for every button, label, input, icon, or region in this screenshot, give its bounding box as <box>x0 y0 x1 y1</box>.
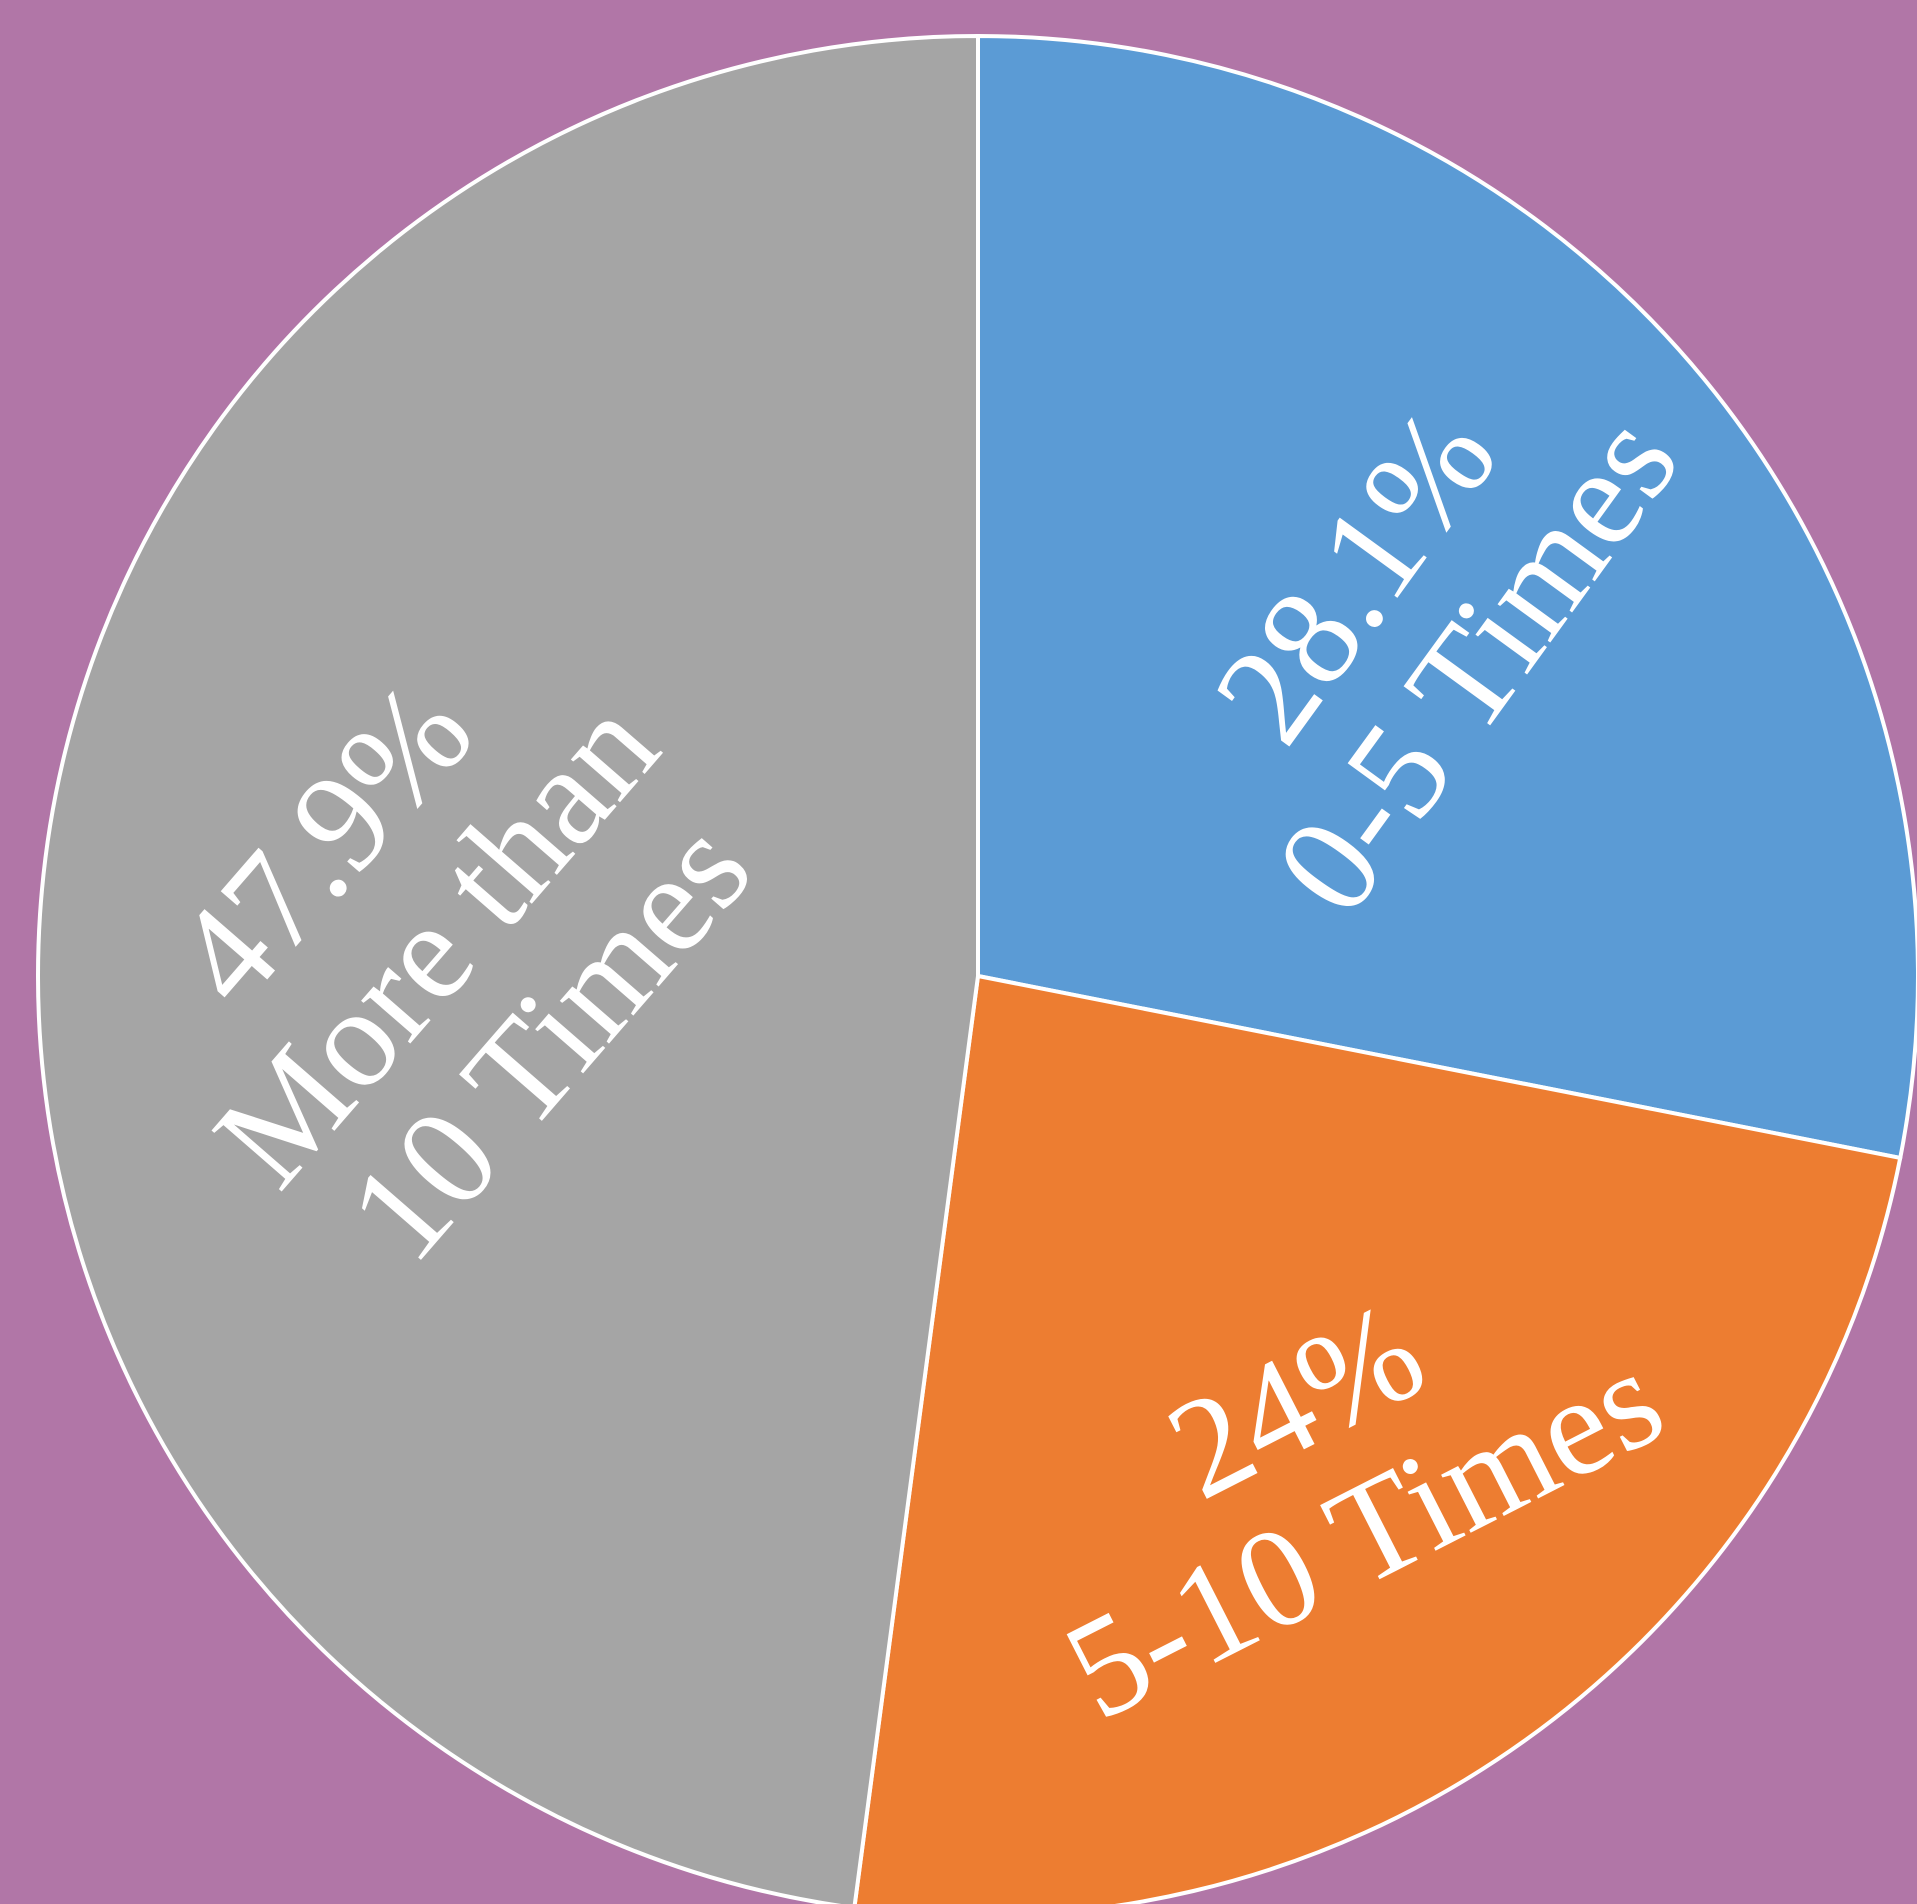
pie-slice-0 <box>976 33 1917 1161</box>
pie-slice-2 <box>35 33 980 1904</box>
pie-slices <box>35 33 1917 1904</box>
pie-slice-1 <box>852 973 1903 1904</box>
